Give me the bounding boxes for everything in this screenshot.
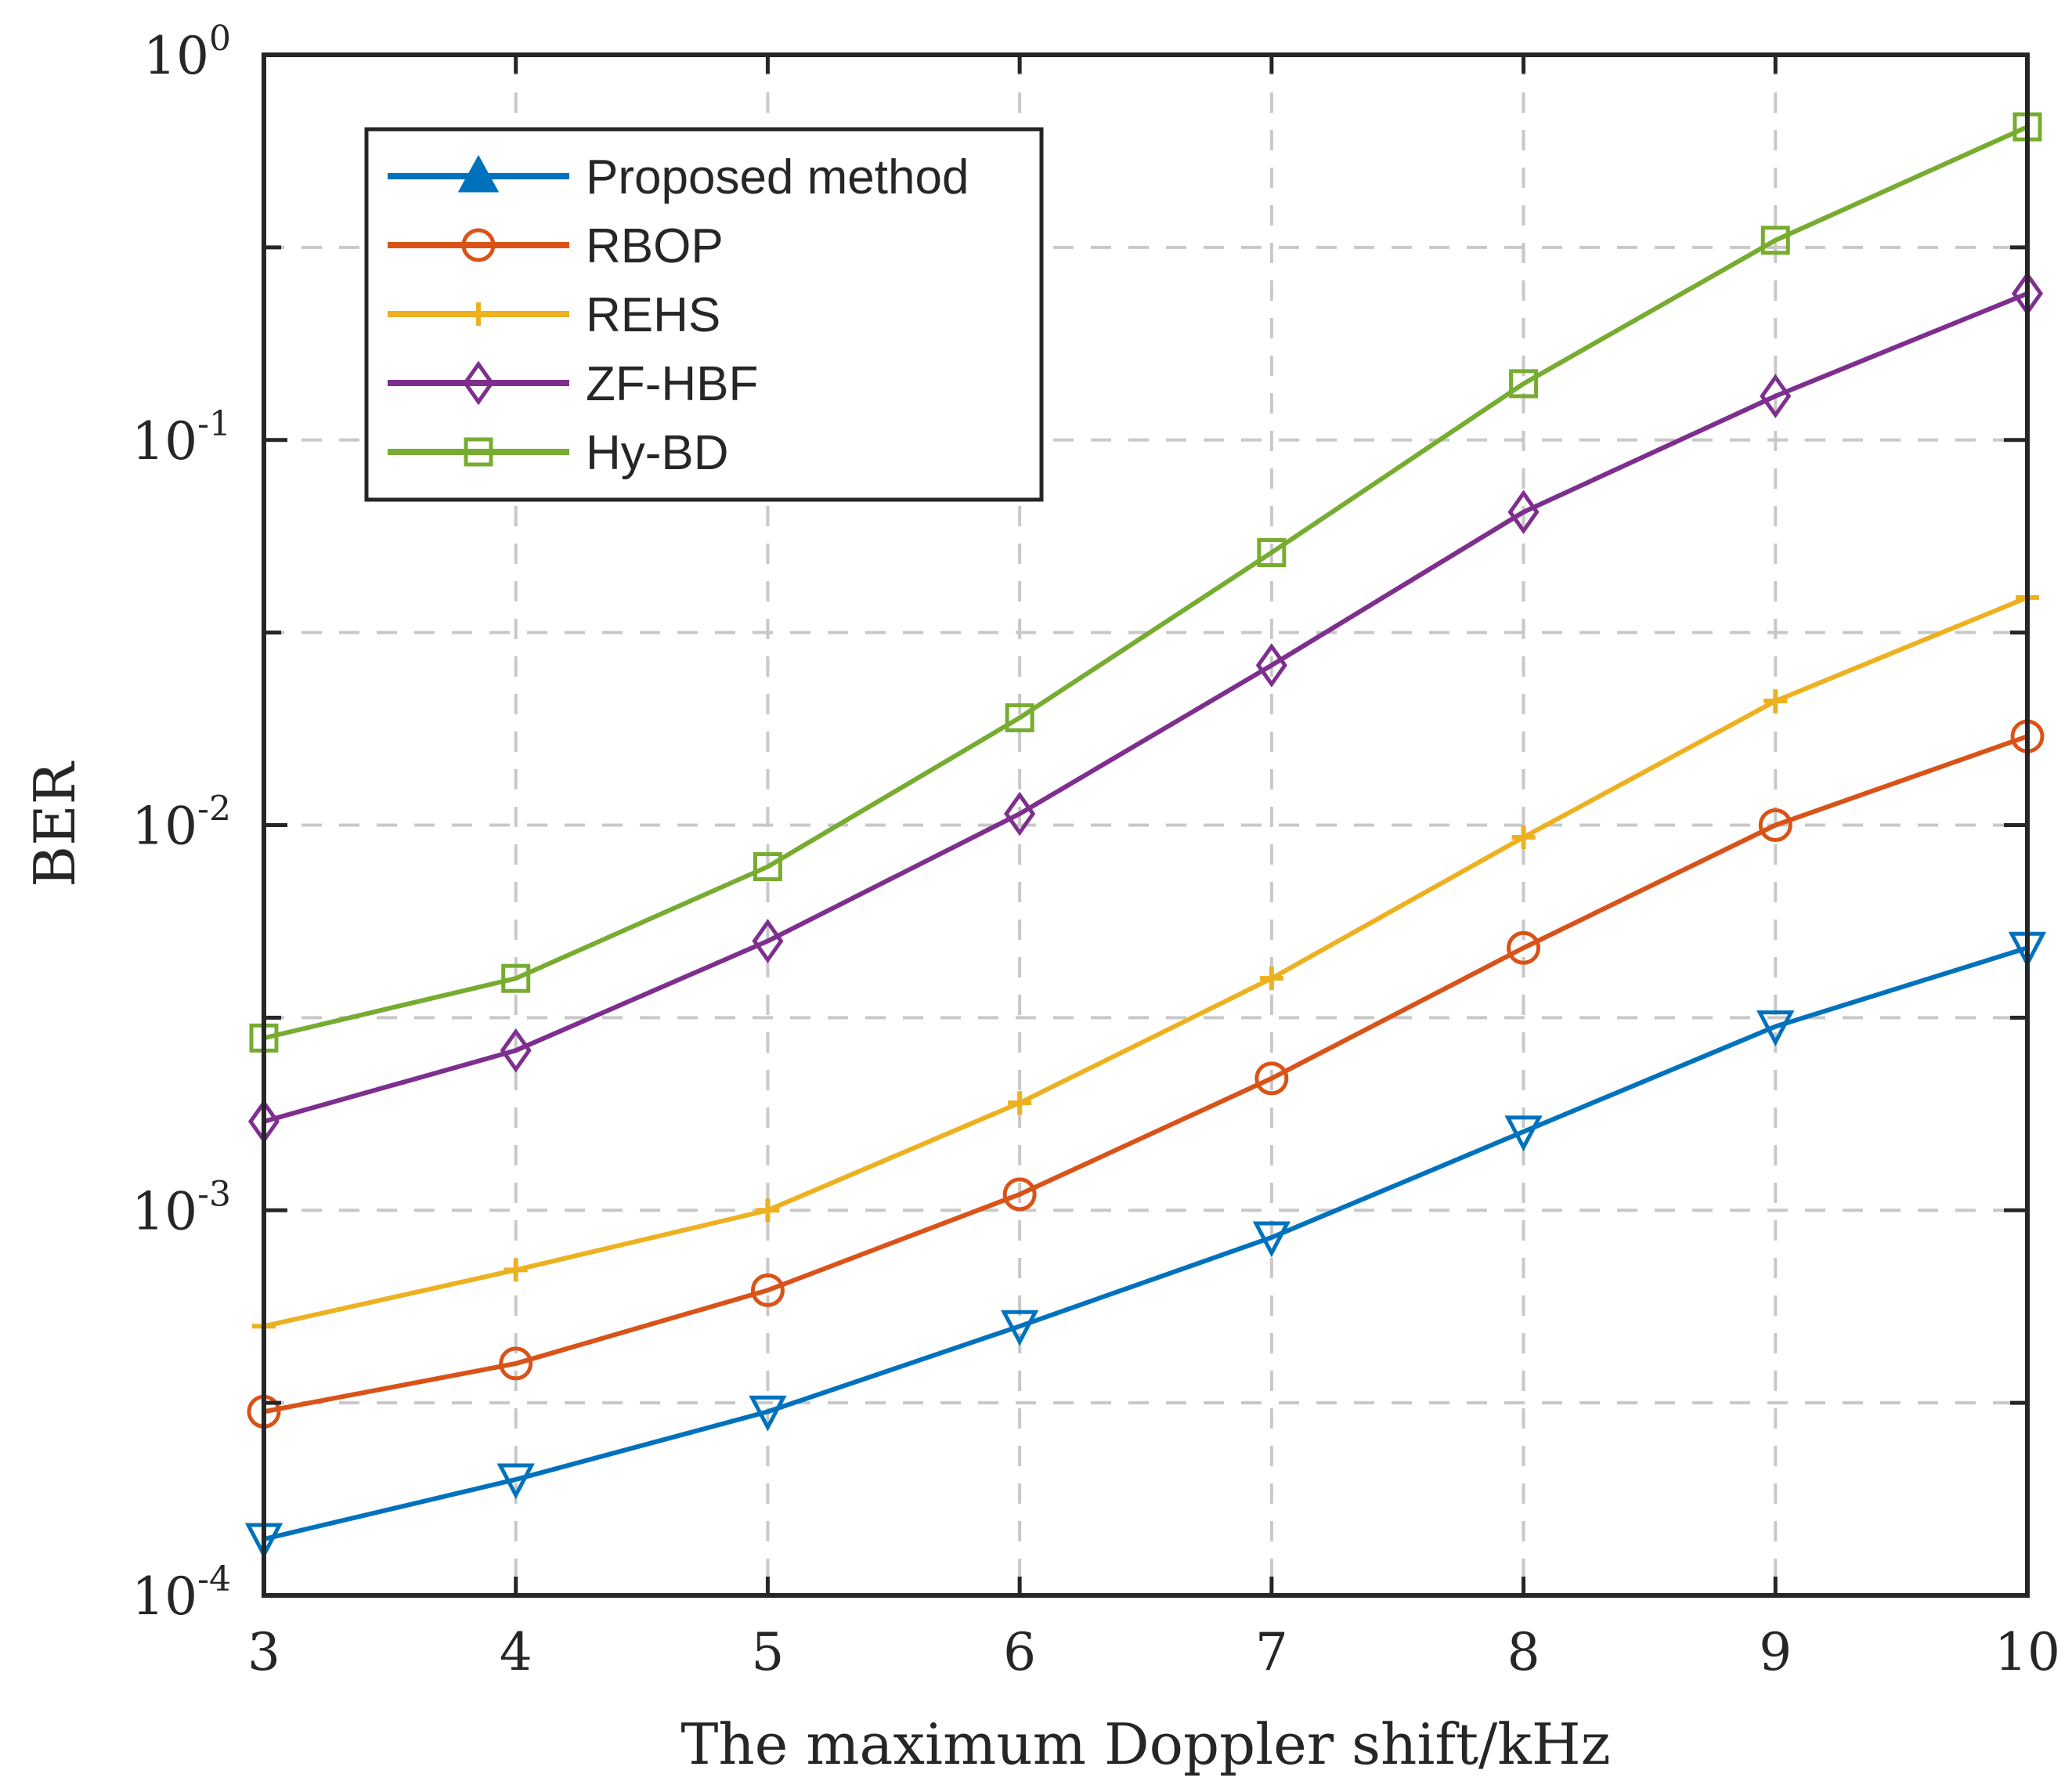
x-tick-label: 5 xyxy=(751,1622,784,1682)
legend-marker-rbop xyxy=(461,228,496,262)
y-tick-base: 10 xyxy=(132,1566,197,1627)
legend-label-rbop: RBOP xyxy=(586,219,724,273)
x-axis-title: The maximum Doppler shift/kHz xyxy=(680,1711,1610,1777)
x-tick-label: 8 xyxy=(1507,1622,1540,1682)
y-tick-exponent: -4 xyxy=(197,1559,231,1599)
series-line-rehs xyxy=(263,595,2029,1329)
legend-item-rbop: RBOP xyxy=(388,219,724,273)
series-rehs xyxy=(252,585,2039,1339)
y-tick-label: 100 xyxy=(143,19,231,86)
series-line-rbop xyxy=(263,734,2028,1414)
legend-item-proposed-method: Proposed method xyxy=(388,150,969,204)
data-point-rbop xyxy=(499,1346,533,1381)
y-tick-label: 10-2 xyxy=(132,789,231,857)
data-point-zf-hbf xyxy=(1760,374,1792,419)
data-point-rehs xyxy=(1511,825,1536,849)
x-tick-label: 6 xyxy=(1003,1622,1036,1682)
series-zf-hbf xyxy=(247,271,2044,1144)
data-point-proposed-method xyxy=(1001,1310,1039,1346)
data-point-zf-hbf xyxy=(500,1028,532,1073)
data-point-proposed-method xyxy=(1504,1115,1543,1152)
y-tick-base: 10 xyxy=(132,411,197,471)
data-point-rehs xyxy=(1763,689,1788,714)
legend: Proposed method RBOP REHS ZF-HBF Hy-BD xyxy=(364,127,1044,502)
x-tick-label: 3 xyxy=(247,1622,280,1682)
data-point-zf-hbf xyxy=(1004,791,1036,836)
data-point-hy-bd xyxy=(1509,369,1539,399)
data-point-proposed-method xyxy=(749,1395,787,1432)
y-tick-base: 10 xyxy=(132,1181,197,1241)
y-axis-title: BER xyxy=(22,761,88,887)
x-tick-label: 10 xyxy=(1994,1622,2060,1682)
y-tick-label: 10-4 xyxy=(132,1559,231,1627)
data-point-rehs xyxy=(1008,1091,1032,1115)
data-point-rehs xyxy=(504,1258,528,1282)
legend-marker-hy-bd xyxy=(464,437,493,467)
legend-item-zf-hbf: ZF-HBF xyxy=(388,357,758,411)
y-tick-exponent: 0 xyxy=(209,19,231,59)
x-tick-label: 4 xyxy=(500,1622,532,1682)
legend-label-zf-hbf: ZF-HBF xyxy=(586,357,758,411)
data-point-rbop xyxy=(750,1273,785,1307)
data-point-rbop xyxy=(1254,1061,1289,1096)
series-line-hy-bd xyxy=(263,125,2029,1041)
data-point-rbop xyxy=(1002,1177,1037,1212)
data-point-rbop xyxy=(1758,808,1792,842)
legend-marker-proposed-method xyxy=(457,154,500,193)
data-point-hy-bd xyxy=(1005,703,1034,732)
y-tick-label: 10-1 xyxy=(132,404,231,471)
data-point-proposed-method xyxy=(1252,1221,1290,1258)
data-point-rehs xyxy=(756,1198,780,1223)
data-point-zf-hbf xyxy=(1255,643,1287,688)
y-tick-exponent: -2 xyxy=(197,789,231,829)
y-tick-base: 10 xyxy=(143,26,209,86)
data-point-zf-hbf xyxy=(1507,490,1540,535)
y-tick-base: 10 xyxy=(132,797,197,857)
legend-item-hy-bd: Hy-BD xyxy=(388,426,729,480)
x-tick-label: 9 xyxy=(1759,1622,1792,1682)
data-point-proposed-method xyxy=(496,1463,535,1500)
x-tick-label: 7 xyxy=(1255,1622,1288,1682)
legend-label-rehs: REHS xyxy=(586,288,720,342)
legend-label-hy-bd: Hy-BD xyxy=(586,426,729,480)
series-line-proposed-method xyxy=(263,945,2028,1542)
data-point-hy-bd xyxy=(753,852,782,882)
legend-marker-zf-hbf xyxy=(462,360,495,406)
legend-label-proposed-method: Proposed method xyxy=(586,150,969,204)
series-line-zf-hbf xyxy=(263,291,2029,1124)
data-point-proposed-method xyxy=(1756,1010,1795,1046)
data-point-zf-hbf xyxy=(752,919,784,963)
y-tick-exponent: -1 xyxy=(197,404,231,444)
data-point-hy-bd xyxy=(1760,226,1790,255)
data-point-hy-bd xyxy=(501,963,531,993)
legend-item-rehs: REHS xyxy=(388,288,720,342)
y-tick-exponent: -3 xyxy=(197,1174,231,1214)
y-tick-label: 10-3 xyxy=(132,1174,231,1241)
data-point-hy-bd xyxy=(1257,538,1287,568)
legend-marker-rehs xyxy=(467,302,490,326)
data-point-rbop xyxy=(1507,930,1541,965)
data-point-rehs xyxy=(1259,966,1283,991)
